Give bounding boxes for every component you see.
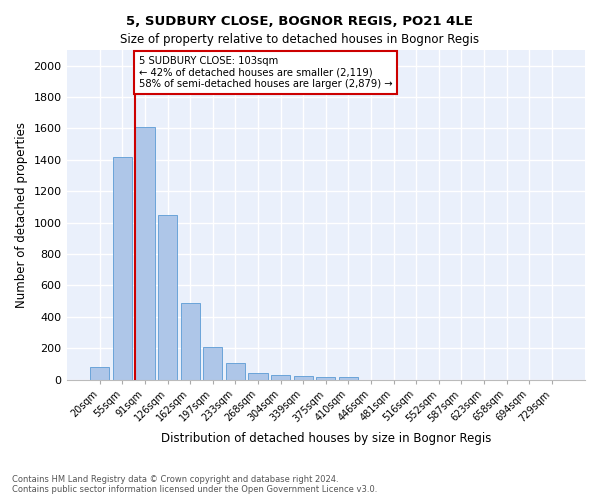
Text: Contains HM Land Registry data © Crown copyright and database right 2024.
Contai: Contains HM Land Registry data © Crown c…	[12, 474, 377, 494]
Bar	[136, 127, 155, 380]
Bar	[293, 376, 313, 380]
Bar	[181, 302, 200, 380]
Bar	[226, 363, 245, 380]
X-axis label: Distribution of detached houses by size in Bognor Regis: Distribution of detached houses by size …	[161, 432, 491, 445]
Text: 5 SUDBURY CLOSE: 103sqm
← 42% of detached houses are smaller (2,119)
58% of semi: 5 SUDBURY CLOSE: 103sqm ← 42% of detache…	[139, 56, 392, 90]
Bar	[113, 156, 132, 380]
Text: Size of property relative to detached houses in Bognor Regis: Size of property relative to detached ho…	[121, 32, 479, 46]
Bar	[316, 377, 335, 380]
Text: 5, SUDBURY CLOSE, BOGNOR REGIS, PO21 4LE: 5, SUDBURY CLOSE, BOGNOR REGIS, PO21 4LE	[127, 15, 473, 28]
Bar	[158, 215, 177, 380]
Bar	[90, 367, 109, 380]
Bar	[203, 348, 223, 380]
Y-axis label: Number of detached properties: Number of detached properties	[15, 122, 28, 308]
Bar	[248, 374, 268, 380]
Bar	[271, 375, 290, 380]
Bar	[339, 378, 358, 380]
